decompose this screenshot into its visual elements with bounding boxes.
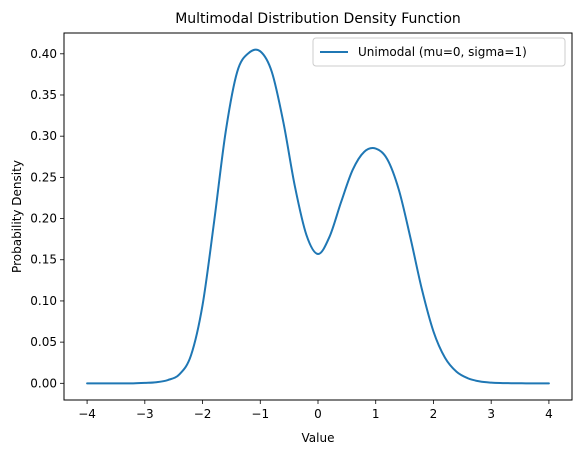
x-tick-label: 1 <box>372 407 380 421</box>
legend-box <box>312 37 566 67</box>
legend: Unimodal (mu=0, sigma=1) <box>312 37 566 67</box>
y-tick-label: 0.30 <box>30 129 57 143</box>
y-tick-label: 0.20 <box>30 212 57 226</box>
y-tick-label: 0.15 <box>30 253 57 267</box>
y-tick-label: 0.00 <box>30 376 57 390</box>
y-tick-label: 0.35 <box>30 88 57 102</box>
y-tick-label: 0.25 <box>30 170 57 184</box>
x-tick-label: −1 <box>251 407 269 421</box>
x-tick-label: 0 <box>314 407 322 421</box>
plot-area: −4 −3 −2 −1 0 1 2 3 4 0.000.050.100.150.200.250.… <box>30 32 573 421</box>
x-tick-label: 3 <box>487 407 495 421</box>
series-line-unimodal <box>86 48 550 385</box>
x-axis-label: Value <box>302 431 335 445</box>
y-tick-label: 0.40 <box>30 47 57 61</box>
x-tick-label: −4 <box>78 407 96 421</box>
y-axis-label: Probability Density <box>10 160 24 273</box>
plot-frame <box>63 32 573 401</box>
x-tick-label: 2 <box>430 407 438 421</box>
y-tick-label: 0.05 <box>30 335 57 349</box>
chart-title: Multimodal Distribution Density Function <box>175 11 461 27</box>
x-tick-label: −2 <box>194 407 212 421</box>
y-axis-ticks: 0.00 0.05 0.10 0.15 0.20 0.25 0.30 0.35 0.40 <box>30 47 64 390</box>
legend-label-unimodal: Unimodal (mu=0, sigma=1) <box>358 45 527 59</box>
x-axis-ticks: −4 −3 −2 −1 0 1 2 3 4 <box>78 400 553 421</box>
y-tick-label: 0.10 <box>30 294 57 308</box>
x-tick-label: −3 <box>136 407 154 421</box>
x-tick-label: 4 <box>545 407 553 421</box>
